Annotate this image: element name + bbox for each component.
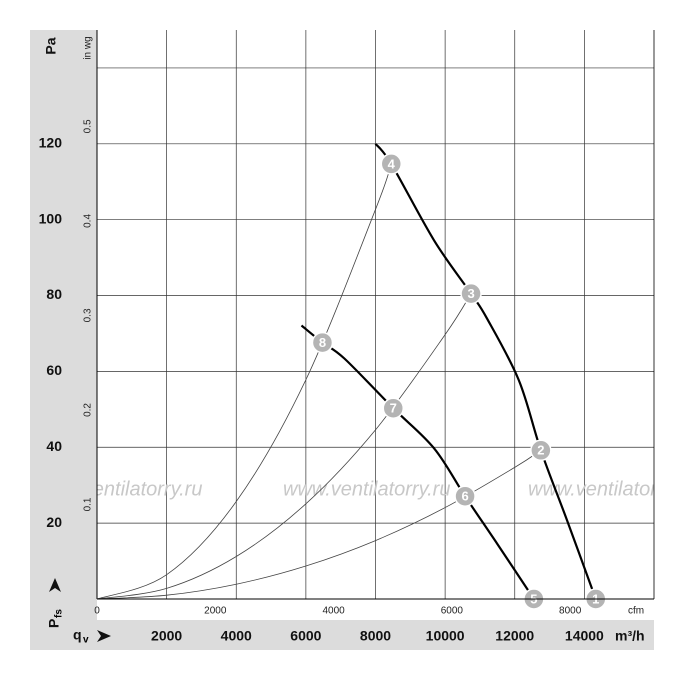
x-label-sub: v	[83, 635, 89, 646]
grid	[97, 30, 654, 599]
point-label: 7	[390, 401, 397, 416]
curve	[96, 449, 542, 600]
y-tick-label: 80	[46, 286, 62, 302]
x-tick-label: 10000	[426, 628, 465, 644]
x-tick-label: 8000	[360, 628, 391, 644]
y2-tick-label: 0.4	[83, 214, 94, 228]
x2-tick-label: 8000	[559, 606, 582, 617]
y-tick-label: 40	[46, 438, 62, 454]
operating-point	[460, 282, 482, 305]
x2-tick-label: 2000	[204, 606, 227, 617]
x2-tick-label: 4000	[322, 606, 345, 617]
labels: 2000 4000 6000 8000 10000 12000 14000204060801…	[39, 119, 604, 644]
point-label: 4	[388, 156, 396, 171]
x2-unit: cfm	[628, 606, 644, 617]
x-arrow	[97, 630, 111, 642]
x-tick-label: 14000	[565, 628, 604, 644]
x-label-main: q	[73, 627, 82, 643]
y-arrow	[49, 578, 61, 592]
bottom-band	[30, 620, 654, 650]
x-tick-label: 4000	[221, 628, 252, 644]
y-tick-label: 20	[46, 514, 62, 530]
watermark: www.ventilatorry.ru	[283, 478, 450, 500]
y2-tick-label: 0.5	[83, 119, 94, 133]
watermark: www.ventilatorry.ru	[35, 478, 202, 500]
y-label: P fs	[46, 609, 65, 628]
y2-tick-label: 0.1	[83, 497, 94, 511]
operating-point	[454, 485, 476, 507]
point-label: 6	[461, 489, 468, 504]
curve	[300, 324, 535, 600]
watermarks: www.ventilatorry.ru www.ventilatorry.ru ww…	[35, 478, 684, 500]
x2-tick-label: 6000	[441, 606, 464, 617]
y2-tick-label: 0.3	[83, 308, 94, 322]
point-label: 8	[319, 335, 326, 350]
curve	[96, 293, 472, 600]
y-tick-label: 100	[39, 210, 63, 226]
y-tick-label: 120	[39, 135, 63, 151]
y2-tick-label: 0.2	[83, 403, 94, 417]
y-tick-label: 60	[46, 362, 62, 378]
x-tick-label: 12000	[495, 628, 534, 644]
operating-point	[380, 153, 403, 175]
point-label: 3	[467, 286, 474, 301]
y2-unit: in wg	[83, 36, 94, 59]
watermark: www.ventilatorry.ru	[528, 478, 684, 500]
operating-point	[530, 439, 552, 462]
operating-point	[311, 331, 334, 354]
point-label: 2	[537, 443, 544, 458]
left-band	[30, 30, 97, 650]
y-label-main: P	[46, 619, 62, 628]
operating-point	[382, 397, 405, 419]
x-tick-label: 6000	[290, 628, 321, 644]
y-label-sub: fs	[54, 609, 65, 618]
x2-tick-label: 0	[94, 606, 100, 617]
x-unit: m³/h	[615, 628, 645, 644]
curve	[374, 143, 597, 600]
y-unit: Pa	[43, 37, 59, 54]
x-tick-label: 2000	[151, 628, 182, 644]
curve	[96, 163, 392, 600]
